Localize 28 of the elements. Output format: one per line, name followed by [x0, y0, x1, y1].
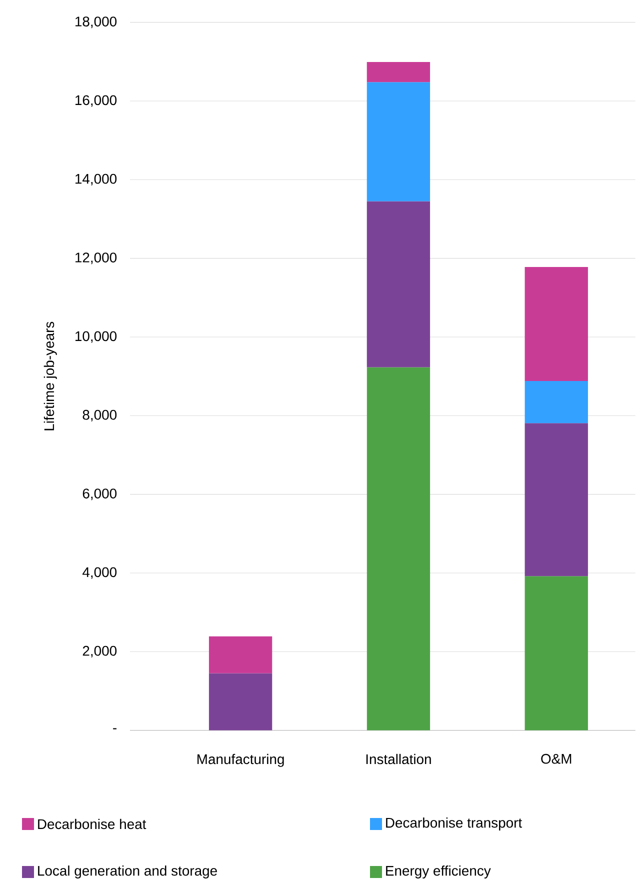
bar: [366, 367, 430, 730]
y-tick-label: 6,000: [82, 488, 117, 500]
bar: [524, 576, 588, 730]
y-tick-label: 4,000: [82, 567, 117, 579]
legend-label: Energy efficiency: [386, 865, 491, 878]
legend-label: Local generation and storage: [38, 865, 217, 878]
y-tick-label: 10,000: [75, 331, 117, 343]
legend-label: Decarbonise heat: [38, 818, 146, 830]
bar: [366, 201, 430, 368]
bar: [524, 423, 588, 576]
y-tick-label: 2,000: [82, 646, 117, 658]
y-tick-label: 18,000: [75, 16, 117, 28]
y-tick-label: 12,000: [75, 252, 117, 264]
bar: [366, 62, 430, 82]
y-tick-label: 16,000: [75, 95, 117, 107]
x-tick-label: Installation: [366, 754, 431, 764]
y-tick-label: 8,000: [82, 410, 117, 422]
bar: [524, 381, 588, 424]
y-tick-label: -: [113, 728, 116, 730]
y-tick-label: 14,000: [75, 174, 117, 186]
y-axis-title: Lifetime job-years: [44, 322, 57, 430]
legend-label: Decarbonise transport: [386, 817, 522, 830]
bar: [208, 673, 272, 730]
bar: [524, 266, 588, 382]
x-tick-label: Manufacturing: [197, 754, 284, 767]
bar: [208, 636, 272, 674]
bar: [366, 82, 430, 202]
x-tick-label: O&M: [541, 754, 572, 764]
